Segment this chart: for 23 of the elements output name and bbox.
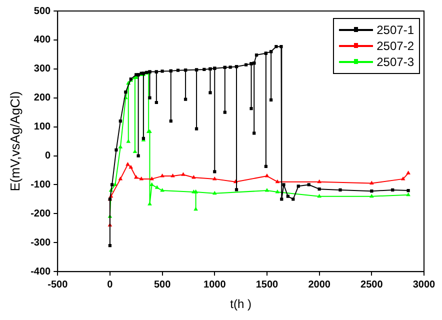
legend-label: 2507-2 (376, 39, 414, 53)
y-tick-label: 300 (34, 64, 52, 75)
y-tick-label: 200 (34, 92, 52, 104)
x-tick-label: 0 (107, 279, 114, 290)
x-tick-label: 500 (154, 279, 172, 290)
y-tick-label: -400 (30, 266, 52, 278)
y-tick-label: 100 (34, 122, 52, 133)
y-tick-label: 0 (45, 150, 52, 162)
legend-label: 2507-3 (376, 55, 414, 69)
y-tick-label: 400 (34, 34, 52, 46)
y-axis-title: E(mV,vsAg/AgCl) (7, 91, 22, 192)
y-tick-label: 500 (34, 6, 52, 17)
x-axis-title: t(h ) (230, 297, 252, 312)
x-tick-label: 1000 (204, 279, 226, 290)
x-tick-label: 3000 (412, 279, 436, 290)
x-tick-label: -500 (48, 279, 68, 290)
legend-label: 2507-1 (376, 23, 414, 37)
y-tick-label: -200 (30, 208, 52, 220)
x-tick-label: 1500 (256, 279, 279, 290)
y-tick-label: -300 (30, 237, 52, 248)
x-tick-label: 2000 (308, 279, 331, 290)
x-tick-label: 2500 (360, 279, 384, 290)
y-tick-label: -100 (30, 179, 52, 190)
